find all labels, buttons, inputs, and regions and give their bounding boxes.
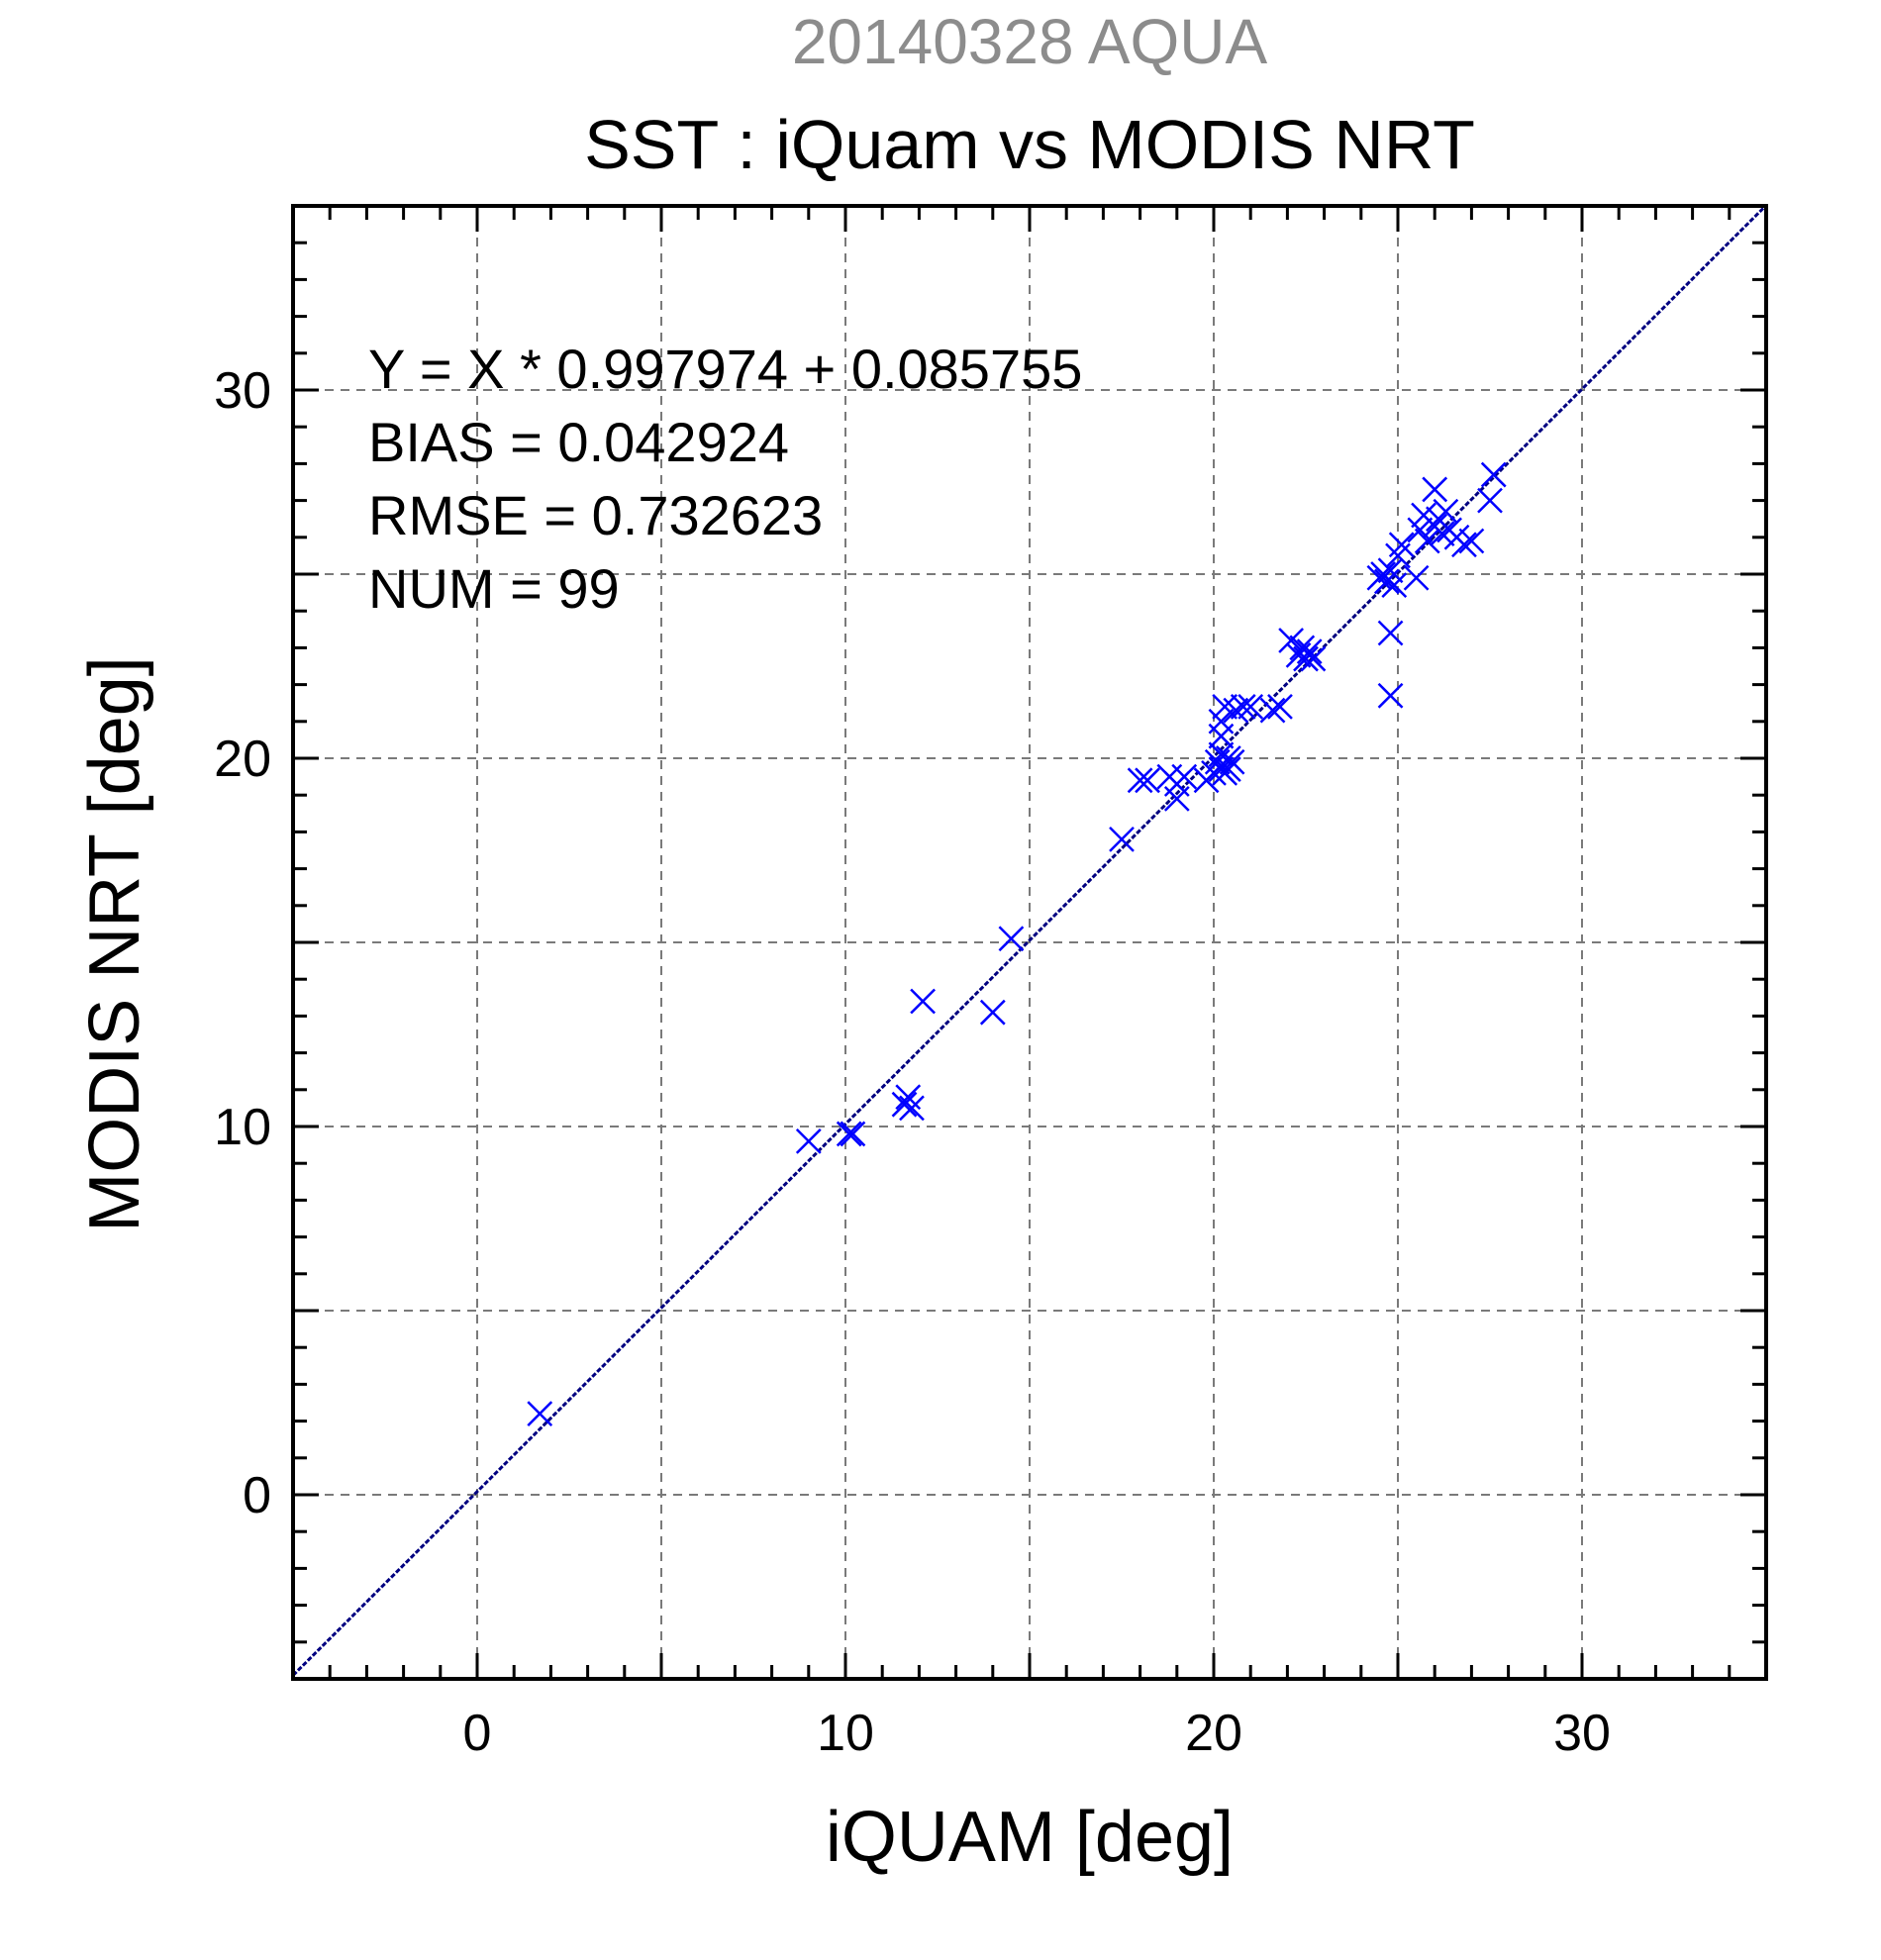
grid-lines bbox=[293, 206, 1766, 1679]
scatter-point bbox=[1451, 532, 1477, 558]
scatter-point bbox=[1109, 826, 1135, 852]
scatter-point bbox=[1377, 682, 1404, 709]
scatter-point bbox=[1429, 521, 1455, 546]
chart-title: SST : iQuam vs MODIS NRT bbox=[584, 106, 1475, 183]
scatter-point bbox=[1127, 767, 1153, 794]
tick-labels: 0 0 10 10 20 20 30 30 bbox=[214, 362, 1611, 1762]
scatter-point bbox=[1422, 476, 1448, 503]
scatter-point bbox=[1208, 708, 1235, 735]
scatter-point bbox=[527, 1401, 553, 1427]
scatter-point bbox=[979, 999, 1006, 1026]
regression-fit-line bbox=[291, 204, 1767, 1677]
y-tick-label: 0 bbox=[243, 1467, 271, 1524]
scatter-point bbox=[1267, 694, 1293, 720]
fit-line-layer bbox=[291, 204, 1767, 1677]
data-points bbox=[527, 461, 1507, 1427]
scatter-point bbox=[1223, 697, 1249, 724]
scatter-point bbox=[1296, 638, 1323, 665]
scatter-point bbox=[1480, 461, 1507, 488]
y-axis-label: MODIS NRT [deg] bbox=[75, 656, 154, 1232]
scatter-point bbox=[1388, 532, 1415, 558]
y-tick-label: 30 bbox=[214, 362, 271, 420]
stat-line: NUM = 99 bbox=[368, 557, 620, 620]
scatter-point bbox=[899, 1095, 925, 1122]
x-tick-label: 0 bbox=[463, 1705, 492, 1762]
scatter-point bbox=[836, 1121, 862, 1147]
scatter-point bbox=[1238, 694, 1264, 720]
stat-line: BIAS = 0.042924 bbox=[368, 411, 789, 473]
scatter-point bbox=[1377, 557, 1404, 584]
scatter-point bbox=[1403, 564, 1430, 591]
scatter-point bbox=[1407, 517, 1434, 543]
chart-suptitle: 20140328 AQUA bbox=[792, 6, 1268, 77]
y-tick-label: 10 bbox=[214, 1099, 271, 1156]
scatter-point bbox=[1381, 572, 1408, 599]
x-tick-label: 20 bbox=[1185, 1705, 1242, 1762]
plot-frame bbox=[291, 204, 1768, 1681]
scatter-point bbox=[998, 926, 1025, 952]
scatter-point bbox=[891, 1091, 918, 1118]
scatter-point bbox=[1414, 528, 1440, 554]
scatter-point bbox=[840, 1121, 866, 1147]
scatter-point bbox=[1458, 528, 1485, 554]
scatter-point bbox=[1163, 786, 1190, 812]
stat-line: RMSE = 0.732623 bbox=[368, 484, 823, 546]
scatter-point bbox=[1293, 645, 1319, 672]
scatter-point bbox=[1300, 645, 1327, 672]
scatter-point bbox=[1259, 697, 1286, 724]
scatter-point bbox=[1215, 756, 1241, 783]
scatter-point bbox=[1278, 628, 1305, 653]
scatter-point bbox=[1230, 694, 1256, 720]
scatter-point bbox=[1171, 763, 1198, 790]
x-tick-label: 30 bbox=[1553, 1705, 1611, 1762]
scatter-point bbox=[910, 988, 937, 1015]
stats-annotation: Y = X * 0.997974 + 0.085755 BIAS = 0.0429… bbox=[368, 338, 1082, 620]
stat-line: Y = X * 0.997974 + 0.085755 bbox=[368, 338, 1082, 400]
scatter-point bbox=[1377, 620, 1404, 646]
scatter-point bbox=[1135, 767, 1160, 794]
x-tick-label: 10 bbox=[817, 1705, 874, 1762]
scatter-point bbox=[1477, 487, 1503, 514]
x-axis-label: iQUAM [deg] bbox=[826, 1798, 1234, 1877]
y-tick-label: 20 bbox=[214, 731, 271, 788]
scatter-point bbox=[1219, 748, 1245, 775]
scatter-point bbox=[1433, 498, 1459, 525]
scatter-point bbox=[795, 1127, 822, 1154]
